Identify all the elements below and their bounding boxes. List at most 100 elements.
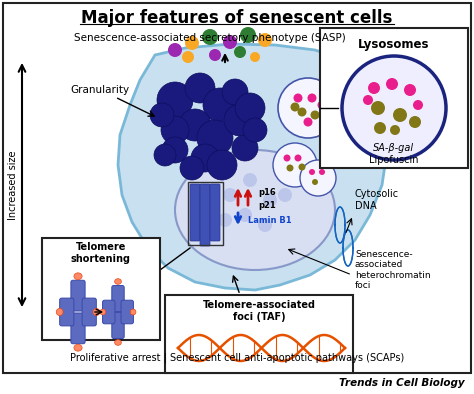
Text: Telomere
shortening: Telomere shortening <box>71 242 131 264</box>
Circle shape <box>179 109 211 141</box>
Circle shape <box>278 78 338 138</box>
Circle shape <box>197 120 233 156</box>
Ellipse shape <box>100 309 106 315</box>
FancyBboxPatch shape <box>190 184 200 241</box>
Text: Increased size: Increased size <box>8 150 18 220</box>
Ellipse shape <box>56 309 63 316</box>
Circle shape <box>222 79 248 105</box>
Circle shape <box>312 179 318 185</box>
Circle shape <box>202 29 218 45</box>
Ellipse shape <box>74 344 82 351</box>
Circle shape <box>258 33 272 47</box>
Bar <box>320 28 468 168</box>
Circle shape <box>218 213 232 227</box>
Circle shape <box>413 100 423 110</box>
Circle shape <box>191 144 219 172</box>
Ellipse shape <box>93 309 100 316</box>
Text: Trends in Cell Biology: Trends in Cell Biology <box>339 378 465 388</box>
FancyBboxPatch shape <box>82 298 96 326</box>
Circle shape <box>250 52 260 62</box>
Circle shape <box>258 218 272 232</box>
Circle shape <box>185 36 199 50</box>
Circle shape <box>368 82 380 94</box>
Circle shape <box>185 73 215 103</box>
Circle shape <box>154 144 176 166</box>
FancyBboxPatch shape <box>210 184 220 241</box>
Text: Lipofuscin: Lipofuscin <box>369 155 419 165</box>
Circle shape <box>234 46 246 58</box>
Circle shape <box>342 56 446 160</box>
Bar <box>188 182 223 245</box>
Circle shape <box>309 169 315 175</box>
FancyBboxPatch shape <box>200 184 210 246</box>
Circle shape <box>308 93 317 102</box>
Circle shape <box>363 95 373 105</box>
Circle shape <box>298 108 307 117</box>
Circle shape <box>393 108 407 122</box>
Text: p16: p16 <box>258 188 276 197</box>
Circle shape <box>162 137 188 163</box>
Circle shape <box>161 116 189 144</box>
Circle shape <box>223 35 237 49</box>
Circle shape <box>293 93 302 102</box>
Circle shape <box>263 193 277 207</box>
Circle shape <box>224 104 256 136</box>
Ellipse shape <box>130 309 136 315</box>
Text: Lysosomes: Lysosomes <box>358 37 430 50</box>
Circle shape <box>291 102 300 112</box>
Circle shape <box>404 84 416 96</box>
Circle shape <box>390 125 400 135</box>
Text: Proliferative arrest | Senescent cell anti-apoptotic pathways (SCAPs): Proliferative arrest | Senescent cell an… <box>70 353 404 363</box>
Circle shape <box>273 143 317 187</box>
Circle shape <box>243 173 257 187</box>
Circle shape <box>303 117 312 126</box>
Circle shape <box>371 101 385 115</box>
Ellipse shape <box>74 273 82 280</box>
Circle shape <box>374 122 386 134</box>
Ellipse shape <box>175 150 335 270</box>
FancyBboxPatch shape <box>71 280 85 311</box>
Text: Lamin B1: Lamin B1 <box>248 216 292 225</box>
Text: Telomere-associated
foci (TAF): Telomere-associated foci (TAF) <box>202 300 316 322</box>
Circle shape <box>240 27 256 43</box>
Circle shape <box>182 51 194 63</box>
Ellipse shape <box>115 340 121 345</box>
Text: Senescence-
associated
heterochromatin
foci: Senescence- associated heterochromatin f… <box>355 250 430 290</box>
Circle shape <box>286 165 293 171</box>
Text: Major features of senescent cells: Major features of senescent cells <box>82 9 392 27</box>
Text: Senescence-associated secretory phenotype (SASP): Senescence-associated secretory phenotyp… <box>74 33 346 43</box>
FancyBboxPatch shape <box>60 298 74 326</box>
FancyBboxPatch shape <box>112 312 124 338</box>
Bar <box>42 238 160 340</box>
Circle shape <box>223 188 237 202</box>
Circle shape <box>180 156 204 180</box>
Polygon shape <box>118 44 388 290</box>
Circle shape <box>386 78 398 90</box>
Circle shape <box>294 154 301 162</box>
Bar <box>165 295 353 373</box>
Circle shape <box>299 164 306 171</box>
FancyBboxPatch shape <box>121 300 134 324</box>
FancyBboxPatch shape <box>71 313 85 344</box>
Circle shape <box>203 88 237 122</box>
Circle shape <box>168 43 182 57</box>
Circle shape <box>207 150 237 180</box>
Circle shape <box>157 82 193 118</box>
Text: SA-β-gal: SA-β-gal <box>374 143 415 153</box>
Circle shape <box>232 135 258 161</box>
Circle shape <box>300 160 336 196</box>
Circle shape <box>238 208 252 222</box>
FancyBboxPatch shape <box>102 300 115 324</box>
Circle shape <box>283 154 291 162</box>
Circle shape <box>409 116 421 128</box>
Circle shape <box>310 110 319 119</box>
Circle shape <box>278 188 292 202</box>
Circle shape <box>235 93 265 123</box>
Circle shape <box>150 103 174 127</box>
Circle shape <box>318 100 327 110</box>
Circle shape <box>319 169 325 175</box>
Text: Cytosolic
DNA: Cytosolic DNA <box>355 189 399 211</box>
FancyBboxPatch shape <box>112 286 124 312</box>
Circle shape <box>209 49 221 61</box>
Circle shape <box>243 118 267 142</box>
